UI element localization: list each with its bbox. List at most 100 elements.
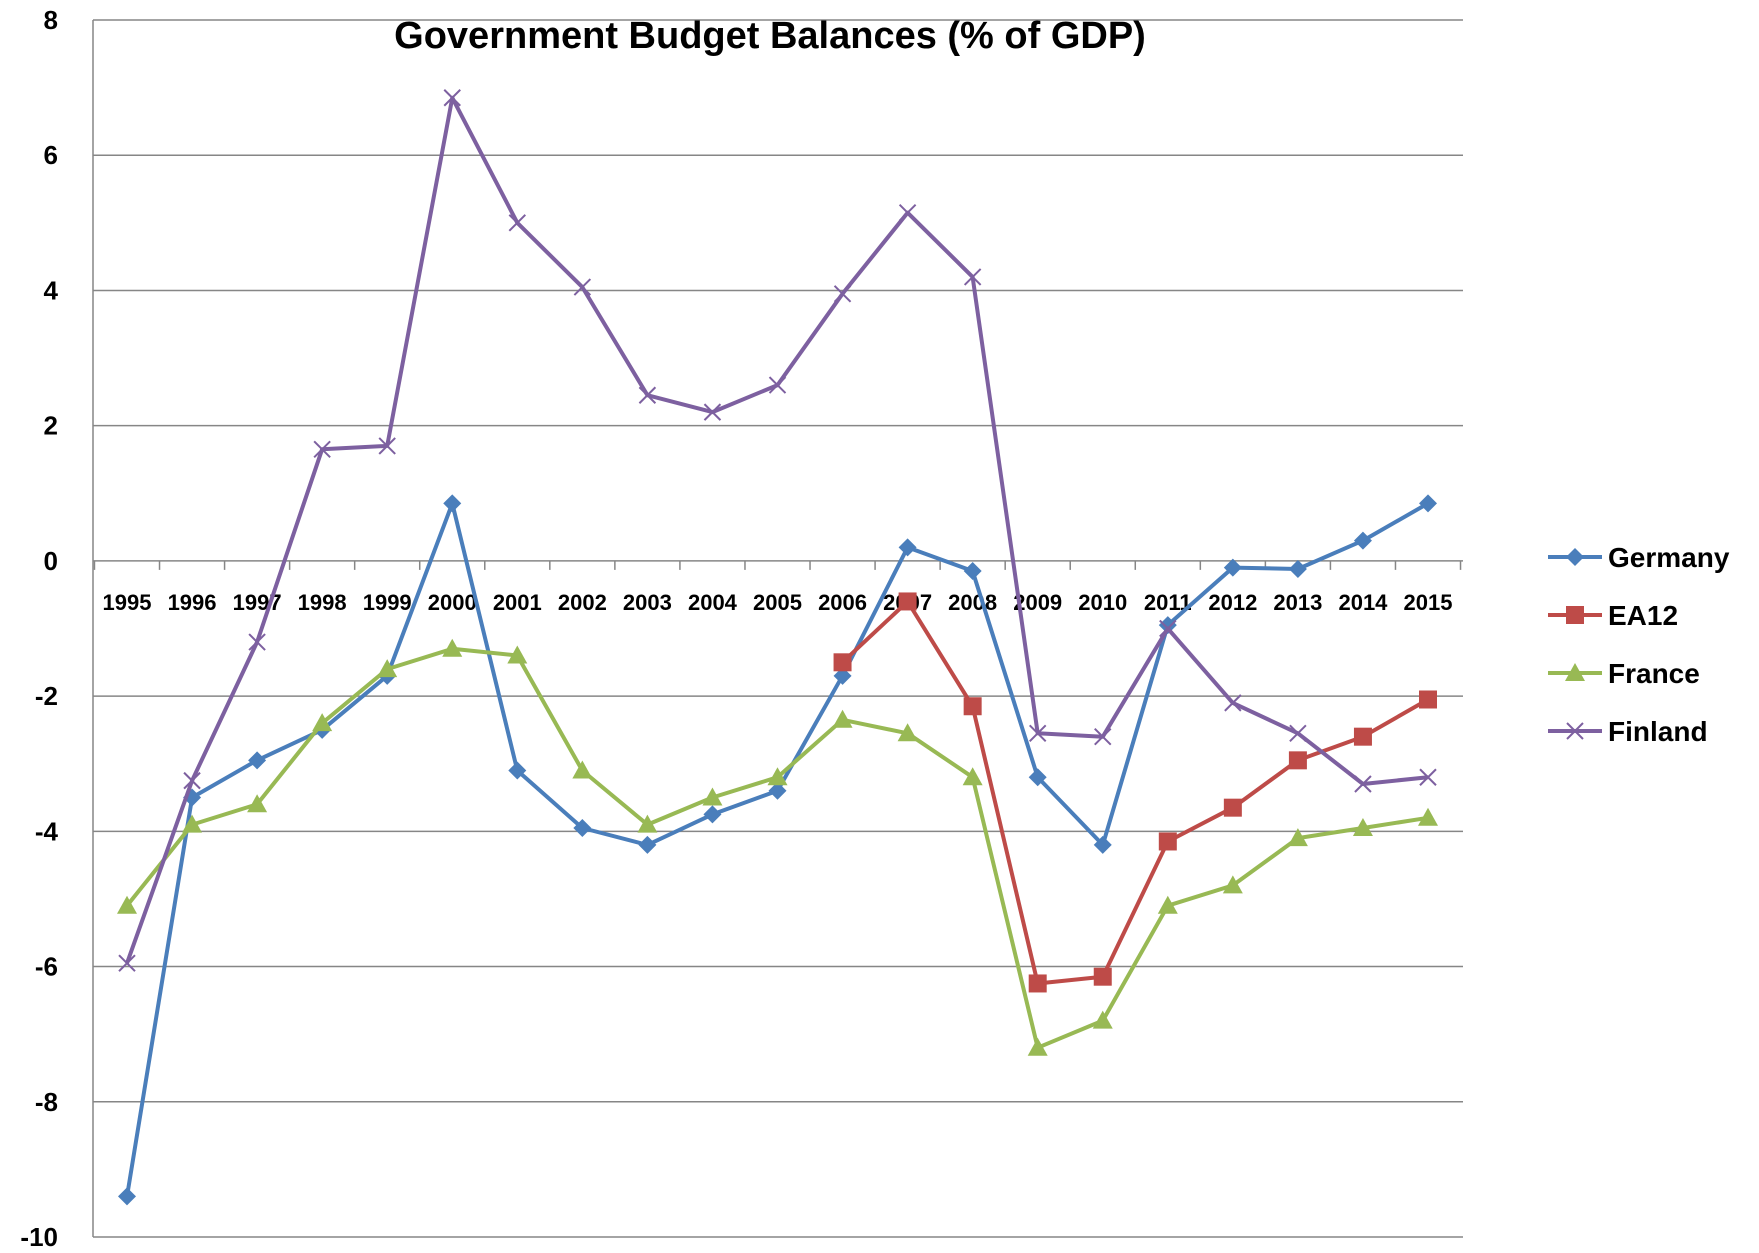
finland-point <box>183 771 201 790</box>
france-point <box>572 760 593 779</box>
y-tick-label: -8 <box>35 1087 58 1117</box>
france-point <box>702 787 723 806</box>
y-tick-label: 6 <box>44 140 58 170</box>
france-point <box>507 645 528 664</box>
finland-point <box>1289 724 1307 743</box>
france-point <box>312 713 333 732</box>
y-tick-label: 2 <box>44 411 58 441</box>
finland-point <box>443 89 461 107</box>
legend-marker <box>1566 548 1584 566</box>
finland-point <box>118 954 136 972</box>
y-tick-label: 4 <box>44 275 59 305</box>
france-point <box>1352 817 1373 836</box>
legend-item-finland: Finland <box>1548 716 1708 747</box>
france-point <box>377 659 398 678</box>
y-tick-label: -4 <box>35 816 59 846</box>
germany-point <box>1028 768 1047 787</box>
finland-point <box>1094 727 1112 746</box>
france-point <box>1157 895 1178 914</box>
finland-point <box>1419 768 1437 786</box>
finland-line <box>125 95 1429 964</box>
france-point <box>247 794 268 813</box>
finland-point <box>768 376 787 394</box>
finland-point <box>638 386 657 404</box>
legend-marker <box>1565 663 1585 681</box>
germany-point <box>118 1187 136 1206</box>
gridlines <box>93 19 1463 1238</box>
x-tick-label: 2010 <box>1078 590 1127 615</box>
germany-point <box>573 818 592 837</box>
x-tick-label: 2015 <box>1404 590 1453 615</box>
legend-label: France <box>1608 658 1700 689</box>
germany-point <box>768 781 787 800</box>
legend-marker <box>1566 722 1584 740</box>
y-tick-label: -2 <box>35 681 58 711</box>
x-tick-label: 2001 <box>493 590 542 615</box>
finland-point <box>703 403 722 421</box>
x-tick-label: 1995 <box>103 590 152 615</box>
germany-point <box>833 666 852 685</box>
legend-item-germany: Germany <box>1548 542 1730 573</box>
germany-point <box>508 761 527 780</box>
germany-point <box>1093 835 1112 854</box>
x-tick-label: 2004 <box>688 590 738 615</box>
germany-point <box>963 562 982 581</box>
france-point <box>442 638 463 657</box>
x-tick-label: 1999 <box>363 590 412 615</box>
ea12-point <box>1093 967 1112 986</box>
finland-point <box>898 203 917 222</box>
series-ea12 <box>833 592 1437 993</box>
germany-point <box>1223 558 1242 577</box>
x-tick-label: 2002 <box>558 590 607 615</box>
germany-point <box>703 805 722 824</box>
legend-label: Finland <box>1608 716 1708 747</box>
france-point <box>1027 1037 1048 1056</box>
legend-label: EA12 <box>1608 600 1678 631</box>
germany-point <box>638 835 657 854</box>
ea12-point <box>898 592 917 611</box>
france-point <box>1287 828 1308 847</box>
finland-point <box>1028 724 1047 743</box>
finland-point <box>508 214 527 232</box>
legend-item-ea12: EA12 <box>1548 600 1678 631</box>
germany-point <box>443 494 462 513</box>
ea12-point <box>1028 974 1047 993</box>
legend-label: Germany <box>1608 542 1730 573</box>
x-tick-label: 1998 <box>298 590 347 615</box>
france-point <box>182 814 203 833</box>
france-point <box>1418 807 1438 826</box>
ea12-point <box>963 697 982 716</box>
germany-point <box>898 538 917 557</box>
x-tick-label: 2005 <box>753 590 802 615</box>
ea12-point <box>1419 690 1437 709</box>
finland-point <box>248 633 266 651</box>
y-tick-label: 8 <box>44 5 58 35</box>
france-point <box>117 895 137 914</box>
france-point <box>1092 1010 1113 1029</box>
x-tick-label: 2003 <box>623 590 672 615</box>
germany-point <box>248 751 267 770</box>
x-tick-label: 2014 <box>1338 590 1388 615</box>
germany-point <box>1353 531 1372 550</box>
france-point <box>832 709 853 728</box>
finland-point <box>1224 694 1242 712</box>
x-tick-label: 2012 <box>1208 590 1257 615</box>
series-france <box>117 638 1438 1056</box>
finland-point <box>833 285 852 303</box>
germany-point <box>1158 616 1177 635</box>
legend-item-france: France <box>1548 658 1700 689</box>
series-group <box>117 89 1438 1206</box>
ea12-point <box>1223 798 1242 817</box>
finland-point <box>378 437 396 455</box>
x-tick-label: 2008 <box>948 590 997 615</box>
ea12-point <box>1288 751 1307 770</box>
finland-point <box>1354 775 1372 793</box>
finland-point <box>313 440 331 459</box>
finland-point <box>1159 619 1177 638</box>
germany-point <box>1419 494 1437 513</box>
x-tick-label: 2013 <box>1273 590 1322 615</box>
ea12-point <box>1353 727 1372 746</box>
chart-title: Government Budget Balances (% of GDP) <box>394 15 1146 57</box>
